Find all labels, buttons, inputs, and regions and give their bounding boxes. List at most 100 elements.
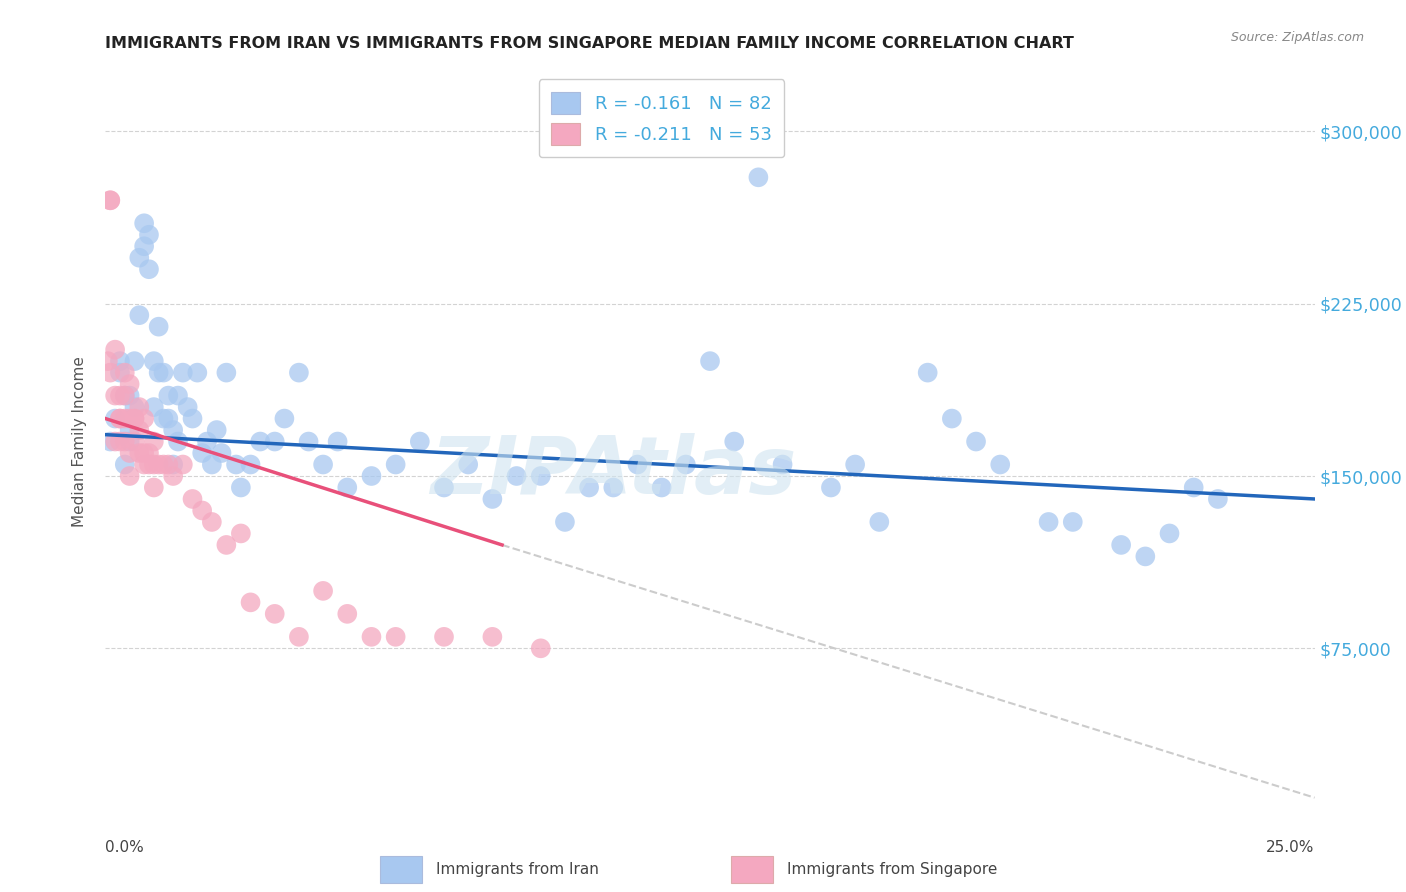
Point <box>651 481 673 495</box>
Point <box>152 458 174 472</box>
Point <box>626 458 648 472</box>
Point <box>134 446 156 460</box>
Y-axis label: Median Family Income: Median Family Income <box>72 356 87 527</box>
Point <box>114 434 136 449</box>
Point <box>249 434 271 449</box>
Point <box>1182 481 1205 495</box>
Point <box>312 583 335 598</box>
Point <box>186 366 208 380</box>
Point <box>128 308 150 322</box>
Point <box>157 411 180 425</box>
Point <box>360 630 382 644</box>
Text: ZIPAtlas: ZIPAtlas <box>430 433 796 511</box>
Point <box>917 366 939 380</box>
Text: Immigrants from Singapore: Immigrants from Singapore <box>787 863 998 877</box>
Point <box>142 354 165 368</box>
Point <box>98 194 121 208</box>
Point <box>326 434 349 449</box>
Point <box>128 251 150 265</box>
Point <box>118 423 141 437</box>
Point <box>148 366 170 380</box>
Point <box>699 354 721 368</box>
Point <box>124 411 146 425</box>
Point <box>138 227 160 242</box>
Point <box>172 458 194 472</box>
Point <box>134 216 156 230</box>
Text: IMMIGRANTS FROM IRAN VS IMMIGRANTS FROM SINGAPORE MEDIAN FAMILY INCOME CORRELATI: IMMIGRANTS FROM IRAN VS IMMIGRANTS FROM … <box>105 36 1074 51</box>
Point <box>1062 515 1084 529</box>
Point <box>98 366 121 380</box>
Point <box>312 458 335 472</box>
Point <box>162 469 184 483</box>
Point <box>868 515 890 529</box>
Point <box>124 400 146 414</box>
Point <box>118 377 141 392</box>
Point <box>172 366 194 380</box>
Point <box>578 481 600 495</box>
Point <box>1206 491 1229 506</box>
Text: 0.0%: 0.0% <box>105 840 145 855</box>
Point <box>108 434 131 449</box>
Point <box>108 411 131 425</box>
Point <box>360 469 382 483</box>
Point <box>167 434 190 449</box>
Point <box>215 538 238 552</box>
Point <box>142 481 165 495</box>
Point <box>675 458 697 472</box>
Point <box>844 458 866 472</box>
Point <box>128 400 150 414</box>
Point <box>148 319 170 334</box>
Point <box>433 481 456 495</box>
Point <box>747 170 769 185</box>
Point <box>988 458 1011 472</box>
Point <box>114 366 136 380</box>
Point <box>820 481 842 495</box>
Point <box>433 630 456 644</box>
Point <box>273 411 295 425</box>
Text: Source: ZipAtlas.com: Source: ZipAtlas.com <box>1230 31 1364 45</box>
Point <box>114 388 136 402</box>
Point <box>384 458 406 472</box>
Point <box>142 400 165 414</box>
Point <box>1038 515 1060 529</box>
Point <box>191 446 214 460</box>
Point <box>481 630 503 644</box>
Point <box>1135 549 1157 564</box>
Point <box>114 458 136 472</box>
Point <box>229 481 252 495</box>
Point <box>134 458 156 472</box>
Point <box>167 388 190 402</box>
Point <box>201 515 224 529</box>
Point <box>138 262 160 277</box>
Point <box>134 411 156 425</box>
Point <box>263 434 285 449</box>
Point <box>530 469 553 483</box>
Legend: R = -0.161   N = 82, R = -0.211   N = 53: R = -0.161 N = 82, R = -0.211 N = 53 <box>538 79 785 157</box>
Point <box>98 434 121 449</box>
Point <box>457 458 479 472</box>
Point <box>118 411 141 425</box>
Point <box>108 354 131 368</box>
Text: 25.0%: 25.0% <box>1267 840 1315 855</box>
Point <box>157 458 180 472</box>
Point <box>384 630 406 644</box>
Point <box>288 630 311 644</box>
Point <box>297 434 319 449</box>
Point <box>215 366 238 380</box>
Point <box>118 446 141 460</box>
Point <box>211 446 233 460</box>
Point <box>263 607 285 621</box>
Point <box>181 411 204 425</box>
Point <box>124 434 146 449</box>
Point <box>97 354 120 368</box>
Point <box>239 458 262 472</box>
Point <box>723 434 745 449</box>
Point <box>104 343 127 357</box>
Point <box>104 388 127 402</box>
Point <box>98 194 121 208</box>
Point <box>134 239 156 253</box>
Point <box>142 458 165 472</box>
Point <box>1159 526 1181 541</box>
Point <box>505 469 527 483</box>
Point <box>114 411 136 425</box>
